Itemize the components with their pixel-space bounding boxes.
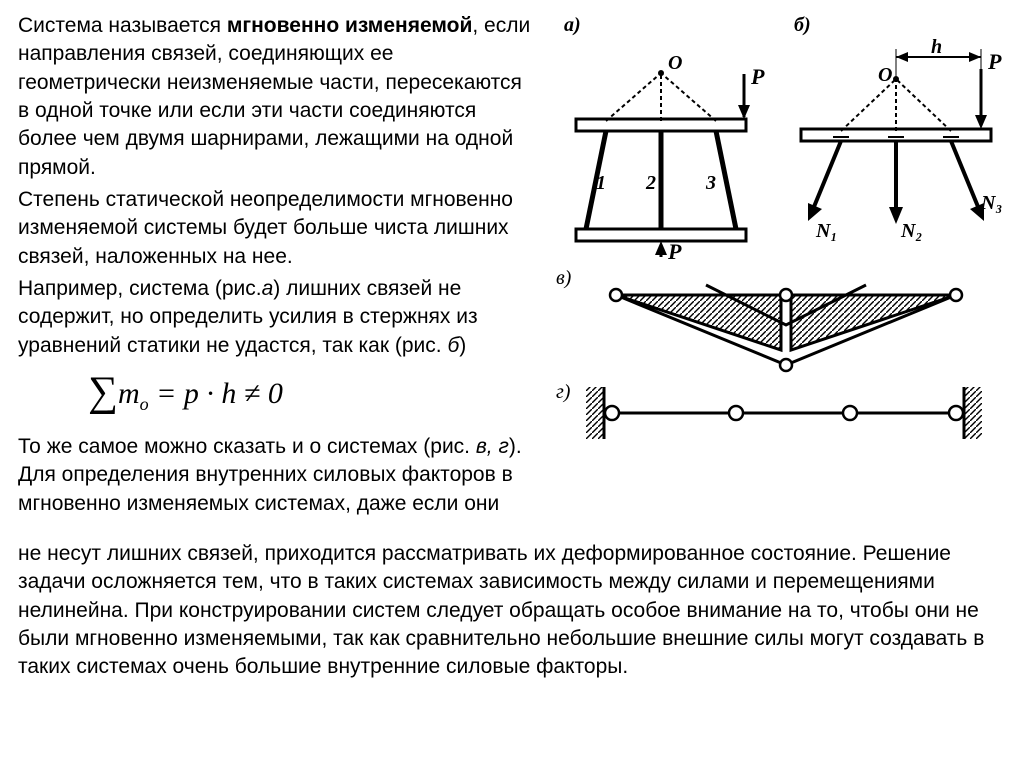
figure-g [586,379,986,449]
fig-a-O: O [668,52,682,74]
svg-text:1: 1 [596,172,606,194]
para-3: Например, система (рис.а) лишних связей … [18,275,538,360]
label-a: а) [564,12,776,39]
svg-text:O: O [878,64,892,86]
label-v: в) [556,265,586,292]
figure-v [586,265,986,375]
figure-b: б) O h P [786,12,1006,259]
svg-text:N₂: N₂ [900,220,922,242]
figures-column: а) O 1 [556,12,1006,522]
figure-a: а) O 1 [556,12,776,259]
svg-text:P: P [987,49,1002,74]
sigma-icon: ∑ [88,364,118,421]
t3d: б [447,334,459,357]
t3b: а [262,277,274,300]
t3e: ) [459,334,466,357]
para-2: Степень статической неопределимости мгно… [18,186,538,271]
para-1: Система называется мгновенно изменяемой,… [18,12,538,182]
svg-text:2: 2 [645,172,656,194]
t1a: Система называется [18,14,227,37]
f-rhs: = p · h ≠ 0 [149,377,283,410]
t4b: в, г [476,435,509,458]
f-var: m [118,377,140,410]
t3a: Например, система (рис. [18,277,262,300]
para-5: не несут лишних связей, приходится рассм… [18,540,1006,682]
svg-text:P: P [750,64,765,89]
t4a: То же самое можно сказать и о системах (… [18,435,476,458]
para-4: То же самое можно сказать и о системах (… [18,433,538,518]
svg-text:h: h [931,39,942,58]
t1c: , если направления связей, соединяющих е… [18,14,530,179]
svg-text:N₁: N₁ [815,220,837,242]
formula: ∑mo = p · h ≠ 0 [88,368,538,425]
label-b: б) [794,12,1006,39]
f-sub: o [140,394,149,414]
svg-text:N₃: N₃ [980,192,1002,214]
svg-text:P: P [667,239,682,259]
t1b: мгновенно изменяемой [227,14,473,37]
svg-text:3: 3 [705,172,716,194]
label-g: г) [556,379,586,406]
